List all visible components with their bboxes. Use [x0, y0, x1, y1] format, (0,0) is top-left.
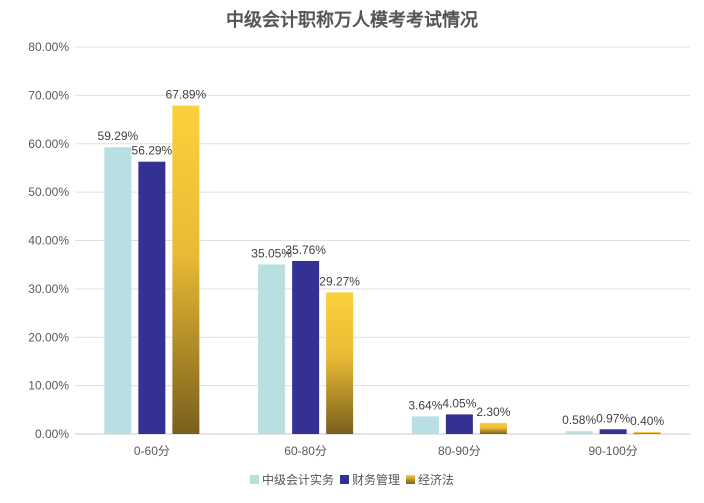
- x-tick-label: 80-90分: [438, 444, 481, 458]
- x-tick-label: 0-60分: [134, 444, 170, 458]
- y-tick-label: 0.00%: [35, 427, 69, 441]
- y-tick-label: 70.00%: [28, 88, 69, 102]
- bar: [326, 292, 354, 434]
- legend-swatch: [249, 475, 259, 484]
- legend-item-finance: 财务管理: [339, 471, 400, 488]
- legend-label: 中级会计实务: [261, 473, 334, 487]
- bar: [104, 147, 132, 434]
- y-tick-label: 60.00%: [28, 137, 69, 151]
- legend-item-accounting: 中级会计实务: [249, 471, 334, 488]
- bar: [138, 161, 166, 434]
- data-label: 35.05%: [251, 246, 292, 260]
- data-label: 4.05%: [442, 396, 476, 410]
- y-tick-label: 80.00%: [28, 40, 69, 54]
- bar: [633, 432, 661, 434]
- data-label: 3.64%: [408, 398, 442, 412]
- data-label: 0.40%: [630, 414, 664, 428]
- data-label: 59.29%: [98, 129, 139, 143]
- bar: [411, 416, 439, 434]
- legend-label: 财务管理: [351, 473, 400, 487]
- legend: 中级会计实务 财务管理 经济法: [0, 471, 704, 488]
- x-tick-label: 60-80分: [284, 444, 327, 458]
- bar: [599, 429, 627, 434]
- bar: [479, 422, 507, 434]
- bar: [292, 261, 320, 434]
- data-label: 2.30%: [476, 405, 510, 419]
- data-label: 29.27%: [319, 274, 360, 288]
- bar: [565, 431, 593, 434]
- data-label: 0.97%: [596, 411, 630, 425]
- data-label: 56.29%: [132, 144, 173, 158]
- y-tick-label: 40.00%: [28, 234, 69, 248]
- legend-item-law: 经济法: [406, 471, 454, 488]
- x-tick-label: 90-100分: [588, 444, 637, 458]
- data-label: 67.89%: [166, 88, 207, 102]
- bar: [258, 264, 286, 434]
- data-label: 35.76%: [285, 243, 326, 257]
- bar: [445, 414, 473, 434]
- data-label: 0.58%: [562, 413, 596, 427]
- y-tick-label: 10.00%: [28, 379, 69, 393]
- y-tick-label: 20.00%: [28, 330, 69, 344]
- legend-label: 经济法: [418, 473, 455, 487]
- chart-title: 中级会计职称万人模考考试情况: [226, 10, 478, 30]
- y-tick-label: 50.00%: [28, 185, 69, 199]
- y-tick-label: 30.00%: [28, 282, 69, 296]
- legend-swatch: [339, 475, 349, 484]
- bar: [172, 105, 200, 434]
- legend-swatch: [406, 475, 415, 484]
